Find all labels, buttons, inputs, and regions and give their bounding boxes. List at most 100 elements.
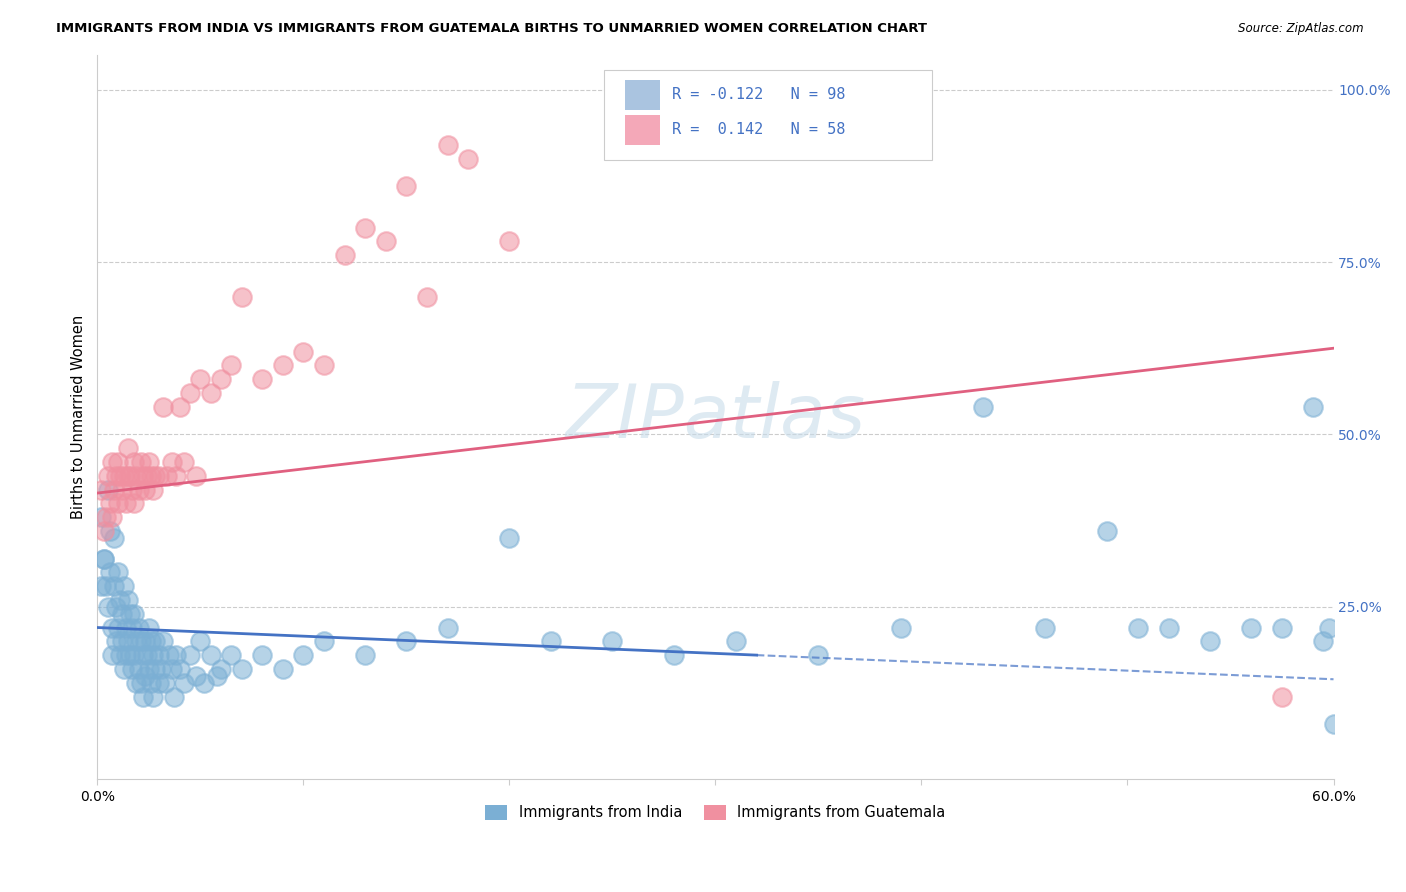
Point xyxy=(143,662,166,676)
Point xyxy=(1271,621,1294,635)
Point xyxy=(112,579,135,593)
Point xyxy=(143,634,166,648)
Point xyxy=(100,621,122,635)
Point xyxy=(90,510,112,524)
Point xyxy=(98,496,121,510)
Point xyxy=(200,648,222,662)
Point xyxy=(121,483,143,497)
Point xyxy=(104,468,127,483)
Point xyxy=(97,468,120,483)
Point xyxy=(395,634,418,648)
Point xyxy=(111,607,134,621)
Point xyxy=(120,468,142,483)
Point xyxy=(148,648,170,662)
Point xyxy=(104,634,127,648)
Point xyxy=(436,137,458,152)
Point xyxy=(292,648,315,662)
Point xyxy=(173,455,195,469)
Point xyxy=(134,634,156,648)
Point xyxy=(107,621,129,635)
Point xyxy=(120,648,142,662)
Point xyxy=(436,621,458,635)
Point xyxy=(129,634,152,648)
Point xyxy=(115,621,138,635)
Point xyxy=(190,372,212,386)
Point xyxy=(1033,621,1056,635)
Point xyxy=(169,400,191,414)
Point xyxy=(103,483,125,497)
Point xyxy=(1322,717,1344,731)
Point xyxy=(117,634,139,648)
Point xyxy=(159,648,181,662)
Point xyxy=(135,648,157,662)
Point xyxy=(152,634,174,648)
Point xyxy=(209,662,232,676)
Point xyxy=(139,468,162,483)
Point xyxy=(125,468,148,483)
Point xyxy=(160,455,183,469)
Point xyxy=(312,359,335,373)
Legend: Immigrants from India, Immigrants from Guatemala: Immigrants from India, Immigrants from G… xyxy=(479,798,952,826)
Text: IMMIGRANTS FROM INDIA VS IMMIGRANTS FROM GUATEMALA BIRTHS TO UNMARRIED WOMEN COR: IMMIGRANTS FROM INDIA VS IMMIGRANTS FROM… xyxy=(56,22,927,36)
Point xyxy=(156,468,179,483)
Point xyxy=(134,669,156,683)
Point xyxy=(1271,690,1294,704)
Text: ZIPatlas: ZIPatlas xyxy=(565,381,866,453)
Point xyxy=(129,675,152,690)
Point xyxy=(93,551,115,566)
Y-axis label: Births to Unmarried Women: Births to Unmarried Women xyxy=(72,315,86,519)
FancyBboxPatch shape xyxy=(605,70,932,161)
Point xyxy=(148,675,170,690)
Point xyxy=(292,344,315,359)
Point xyxy=(1095,524,1118,538)
Point xyxy=(1126,621,1149,635)
Point xyxy=(148,468,170,483)
Text: R =  0.142   N = 58: R = 0.142 N = 58 xyxy=(672,122,845,137)
Point xyxy=(97,599,120,614)
Point xyxy=(139,675,162,690)
Point xyxy=(231,289,253,303)
Point xyxy=(200,386,222,401)
Point xyxy=(124,496,146,510)
Point xyxy=(107,566,129,580)
Point xyxy=(94,510,117,524)
Point xyxy=(128,621,150,635)
Point xyxy=(250,648,273,662)
Point xyxy=(190,634,212,648)
Point xyxy=(1157,621,1180,635)
Point xyxy=(131,468,153,483)
Point xyxy=(219,648,242,662)
Point xyxy=(94,579,117,593)
Point xyxy=(333,248,356,262)
Point xyxy=(115,648,138,662)
Point xyxy=(354,220,377,235)
Point xyxy=(165,648,187,662)
Point xyxy=(128,483,150,497)
Point xyxy=(160,662,183,676)
Point xyxy=(129,455,152,469)
Point xyxy=(186,669,208,683)
Point xyxy=(124,607,146,621)
Point xyxy=(139,634,162,648)
Point xyxy=(93,524,115,538)
Point xyxy=(124,455,146,469)
Point xyxy=(152,400,174,414)
Point xyxy=(121,662,143,676)
Point xyxy=(1319,621,1341,635)
Point xyxy=(128,662,150,676)
Point xyxy=(117,468,139,483)
Point xyxy=(142,483,165,497)
Point xyxy=(131,648,153,662)
Point xyxy=(98,566,121,580)
Point xyxy=(120,607,142,621)
Point xyxy=(97,483,120,497)
Point xyxy=(112,468,135,483)
Point xyxy=(125,634,148,648)
Point xyxy=(117,442,139,456)
Point xyxy=(664,648,686,662)
Point xyxy=(103,531,125,545)
Point xyxy=(142,648,165,662)
Text: Source: ZipAtlas.com: Source: ZipAtlas.com xyxy=(1239,22,1364,36)
Point xyxy=(1240,621,1263,635)
Point xyxy=(374,235,396,249)
